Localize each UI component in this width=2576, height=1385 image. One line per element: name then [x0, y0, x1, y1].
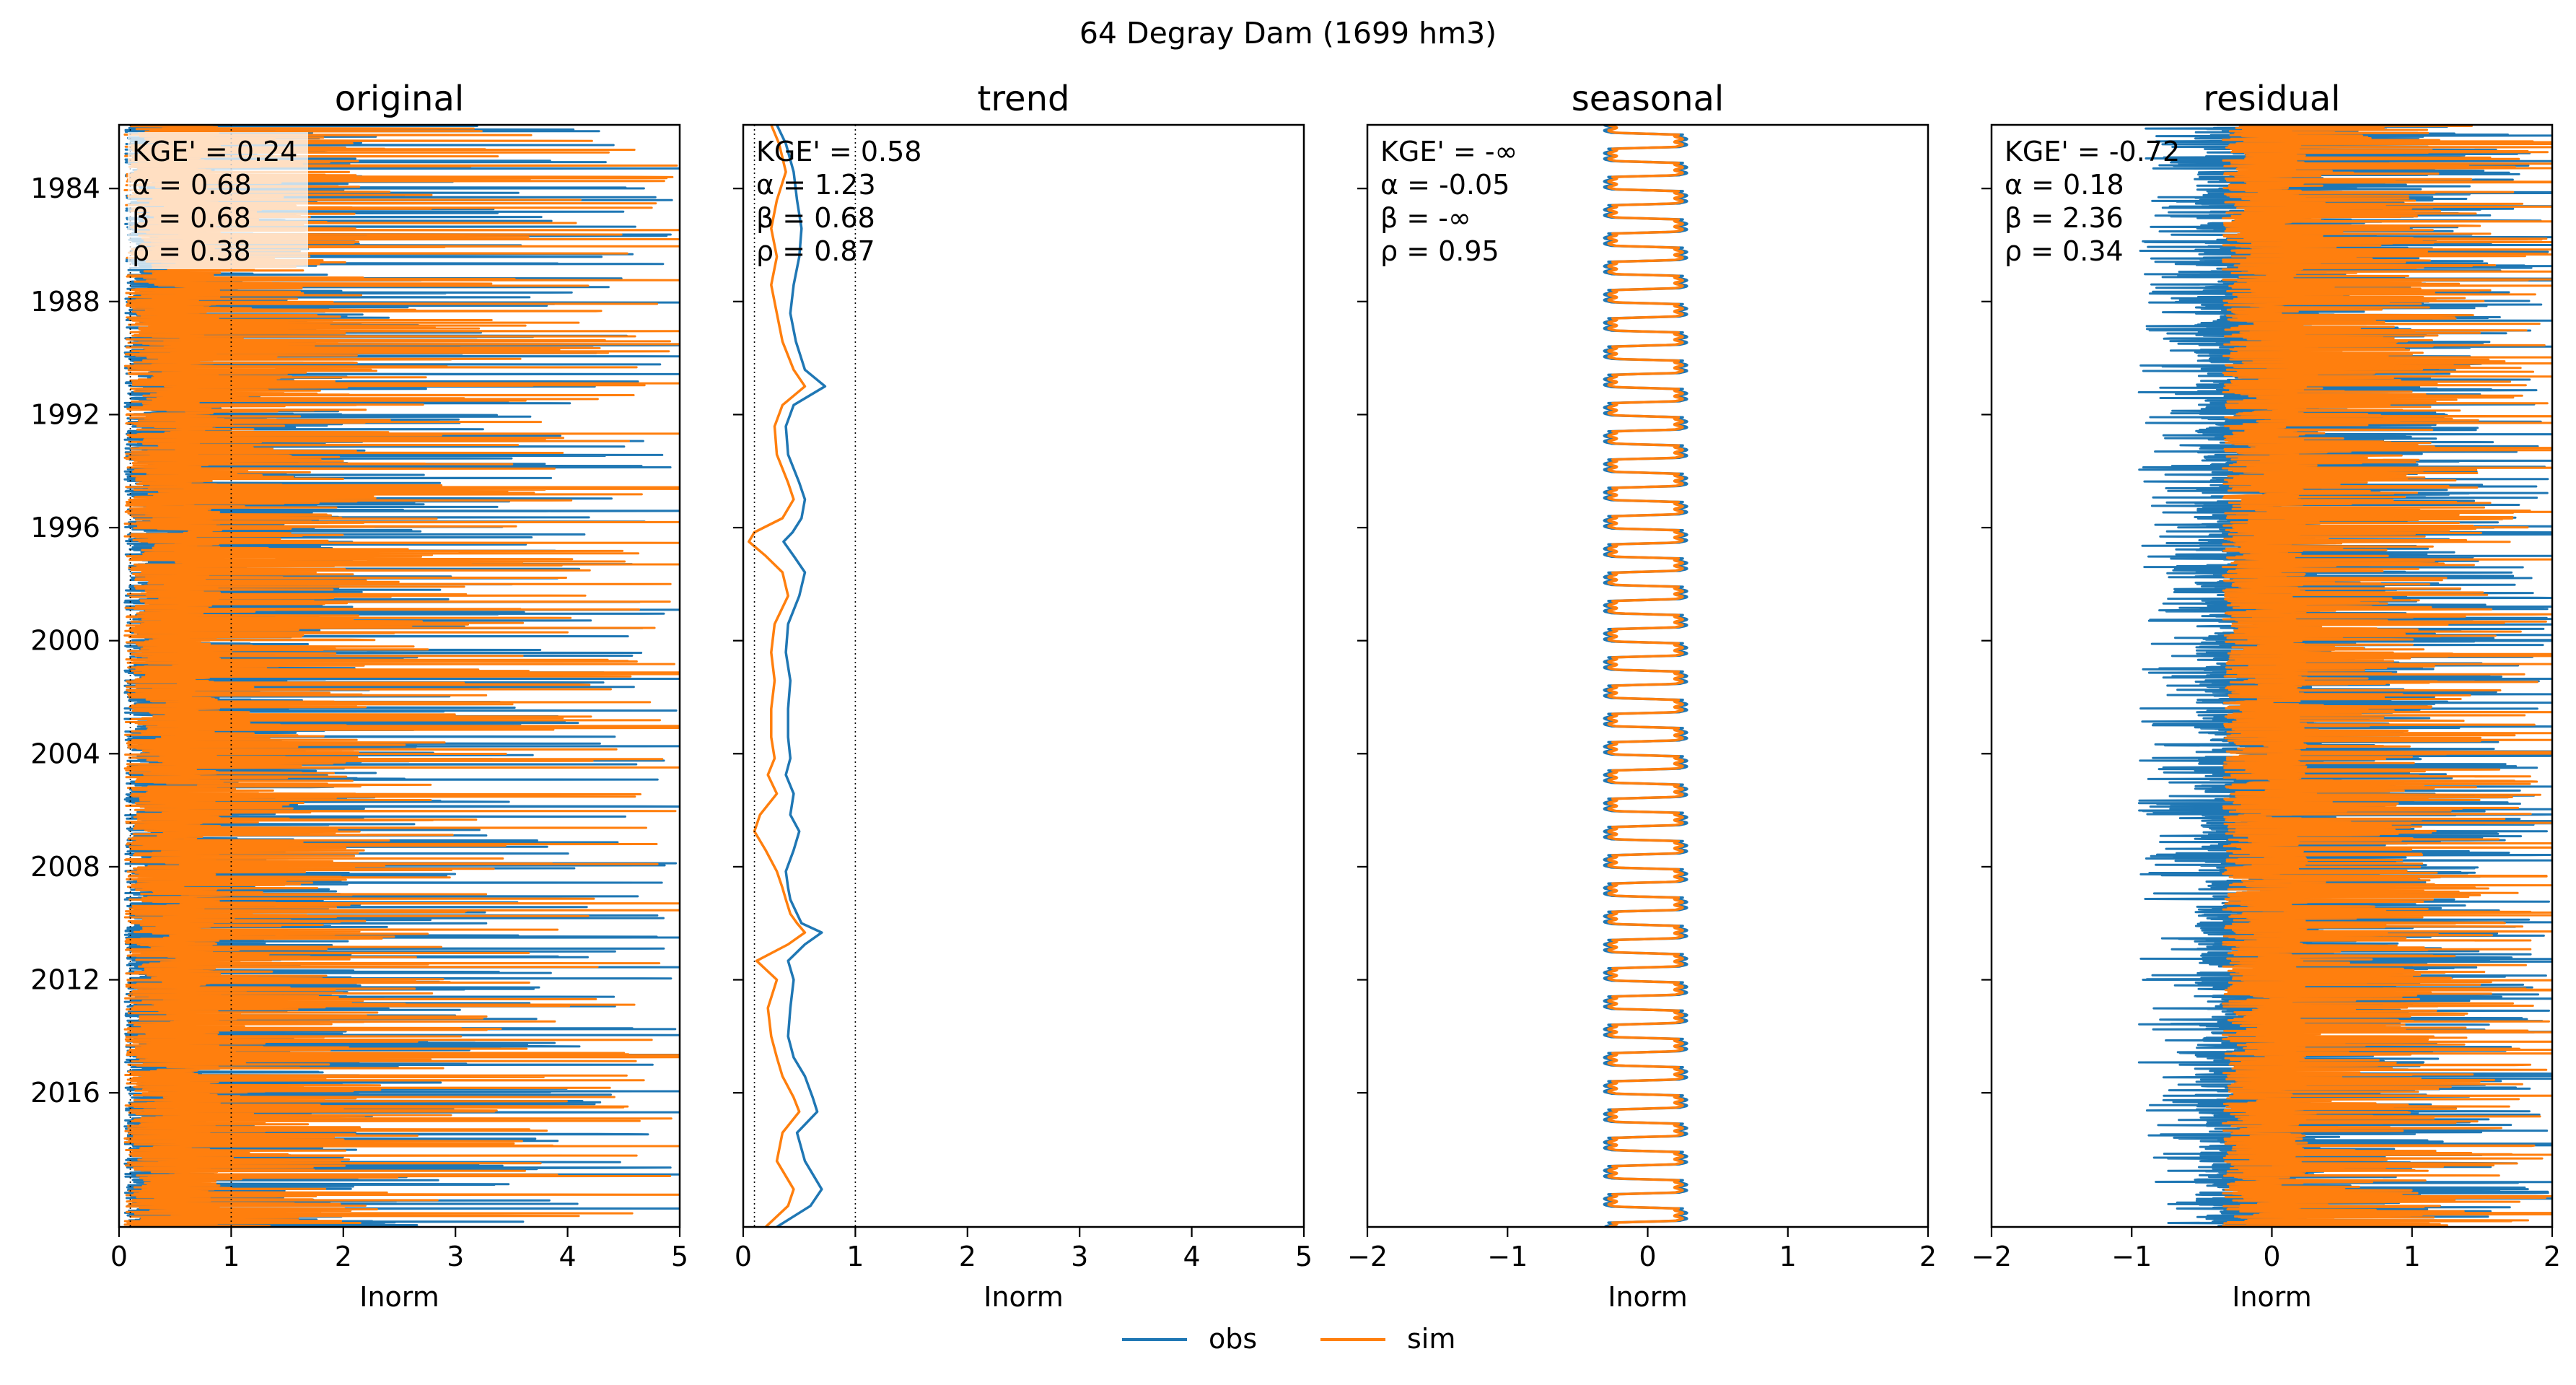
- stat-residual-1: α = 0.18: [2005, 169, 2124, 201]
- x-tick-label-residual-4: 2: [2544, 1241, 2561, 1272]
- x-tick-label-seasonal-1: −1: [1487, 1241, 1528, 1272]
- y-tick-label-original-3: 1996: [30, 512, 100, 543]
- x-tick-label-residual-1: −1: [2111, 1241, 2152, 1272]
- stat-seasonal-2: β = -∞: [1380, 202, 1471, 234]
- series-obs-line-residual: [2137, 125, 2552, 1227]
- stat-trend-3: ρ = 0.87: [756, 235, 875, 267]
- series-sim-line-original: [123, 125, 680, 1227]
- y-tick-label-original-0: 1984: [30, 172, 100, 204]
- panel-original-title: original: [335, 79, 464, 119]
- x-tick-label-seasonal-2: 0: [1639, 1241, 1656, 1272]
- x-tick-label-trend-0: 0: [735, 1241, 752, 1272]
- y-tick-label-original-2: 1992: [30, 398, 100, 430]
- x-tick-label-residual-0: −2: [1971, 1241, 2012, 1272]
- stats-box-original: [128, 132, 308, 269]
- panel-trend-title: trend: [978, 79, 1070, 119]
- x-axis-label-residual: Inorm: [2232, 1281, 2312, 1313]
- x-tick-label-original-5: 5: [671, 1241, 688, 1272]
- panel-original-plot-area: [123, 125, 680, 1227]
- panel-trend: trend 0 1 2 3 4 5 Inorm KGE' = 0.58α = 1.23β = 0…: [733, 79, 1313, 1313]
- figure-suptitle: 64 Degray Dam (1699 hm3): [1079, 16, 1497, 51]
- stat-original-1: α = 0.68: [132, 169, 252, 201]
- panel-original-frame: [118, 123, 681, 1228]
- stat-seasonal-0: KGE' = -∞: [1380, 136, 1517, 167]
- panel-trend-frame: [742, 123, 1305, 1228]
- y-tick-label-original-6: 2008: [30, 851, 100, 883]
- stat-trend-0: KGE' = 0.58: [756, 136, 921, 167]
- stat-seasonal-1: α = -0.05: [1380, 169, 1510, 201]
- x-tick-label-trend-3: 3: [1071, 1241, 1088, 1272]
- legend: obs sim: [1122, 1323, 1455, 1355]
- series-obs-line-seasonal: [1603, 125, 1688, 1227]
- stat-residual-3: ρ = 0.34: [2005, 235, 2124, 267]
- x-tick-label-original-3: 3: [447, 1241, 464, 1272]
- x-tick-label-residual-2: 0: [2263, 1241, 2280, 1272]
- panel-trend-plot-area: [748, 125, 857, 1227]
- x-tick-label-seasonal-3: 1: [1779, 1241, 1797, 1272]
- series-sim-line-residual: [2222, 125, 2552, 1227]
- x-axis-label-original: Inorm: [359, 1281, 439, 1313]
- panel-residual: residual −2 −1 0 1 2 Inorm KGE' = -0.72α = 0.18…: [1971, 79, 2561, 1313]
- stat-residual-0: KGE' = -0.72: [2005, 136, 2180, 167]
- legend-sim-label: sim: [1407, 1323, 1455, 1355]
- y-tick-label-original-8: 2016: [30, 1077, 100, 1109]
- x-axis-label-trend: Inorm: [983, 1281, 1064, 1313]
- x-tick-label-original-0: 0: [110, 1241, 128, 1272]
- x-tick-label-seasonal-4: 2: [1919, 1241, 1937, 1272]
- x-tick-label-residual-3: 1: [2404, 1241, 2421, 1272]
- panel-seasonal-title: seasonal: [1572, 79, 1725, 119]
- x-tick-label-trend-4: 4: [1183, 1241, 1201, 1272]
- stat-original-0: KGE' = 0.24: [132, 136, 297, 167]
- stat-trend-1: α = 1.23: [756, 169, 876, 201]
- x-tick-label-seasonal-0: −2: [1347, 1241, 1388, 1272]
- x-tick-label-original-4: 4: [559, 1241, 577, 1272]
- stat-original-3: ρ = 0.38: [132, 235, 251, 267]
- panel-seasonal: seasonal −2 −1 0 1 2 Inorm KGE' = -∞α = -0.05β …: [1347, 79, 1937, 1313]
- y-tick-label-original-5: 2004: [30, 738, 100, 769]
- x-tick-label-original-2: 2: [335, 1241, 352, 1272]
- stat-trend-2: β = 0.68: [756, 202, 875, 234]
- y-tick-label-original-4: 2000: [30, 625, 100, 657]
- stat-original-2: β = 0.68: [132, 202, 251, 234]
- stat-seasonal-3: ρ = 0.95: [1380, 235, 1499, 267]
- panel-seasonal-plot-area: [1603, 125, 1688, 1227]
- x-tick-label-trend-2: 2: [959, 1241, 976, 1272]
- legend-obs-label: obs: [1209, 1323, 1257, 1355]
- panel-residual-plot-area: [2137, 125, 2552, 1227]
- series-obs-line-trend: [776, 125, 827, 1227]
- x-tick-label-trend-5: 5: [1295, 1241, 1313, 1272]
- x-axis-label-seasonal: Inorm: [1608, 1281, 1688, 1313]
- panel-residual-title: residual: [2203, 79, 2340, 119]
- y-tick-label-original-1: 1988: [30, 286, 100, 318]
- x-tick-label-original-1: 1: [222, 1241, 240, 1272]
- stat-residual-2: β = 2.36: [2005, 202, 2124, 234]
- x-tick-label-trend-1: 1: [846, 1241, 864, 1272]
- series-sim-line-seasonal: [1607, 125, 1684, 1227]
- series-sim-line-trend: [748, 125, 807, 1227]
- y-tick-label-original-7: 2012: [30, 964, 100, 996]
- panel-original: original 0 1 2 3 4 5 Inorm 1984 1988 1992 1996 2000 2…: [30, 79, 688, 1313]
